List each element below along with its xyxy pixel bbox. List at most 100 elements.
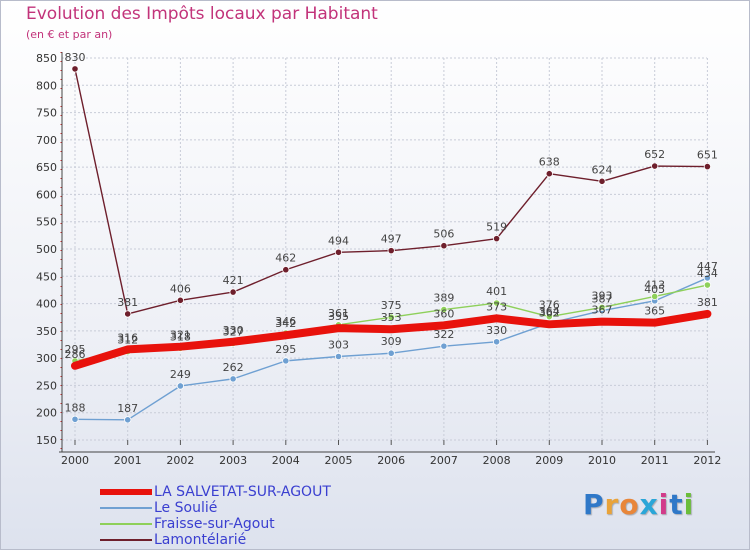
data-label: 406: [170, 282, 191, 295]
data-point: [440, 242, 448, 250]
logo-letter: i: [683, 488, 695, 521]
data-point: [598, 177, 606, 185]
data-label: 330: [486, 324, 507, 337]
y-tick-label: 750: [36, 107, 57, 120]
data-label: 494: [328, 234, 349, 247]
data-label: 401: [486, 285, 507, 298]
data-label: 519: [486, 221, 507, 234]
y-tick-label: 650: [36, 161, 57, 174]
data-label: 262: [223, 361, 244, 374]
data-label: 309: [381, 335, 402, 348]
legend-label: Fraisse-sur-Agout: [154, 516, 275, 532]
proxiti-logo: Proxiti: [583, 488, 694, 521]
data-label: 316: [117, 331, 138, 344]
data-label: 312: [117, 334, 138, 347]
x-tick-label: 2001: [114, 454, 142, 467]
data-point: [124, 310, 132, 318]
y-tick-label: 850: [36, 52, 57, 65]
data-label: 405: [644, 283, 665, 296]
legend-swatch: [100, 539, 152, 541]
data-label: 387: [592, 293, 613, 306]
data-label: 318: [170, 330, 191, 343]
data-label: 365: [644, 305, 665, 318]
x-tick-label: 2005: [325, 454, 353, 467]
legend-label: Le Soulié: [154, 500, 218, 516]
x-tick-label: 2011: [641, 454, 669, 467]
y-tick-label: 200: [36, 407, 57, 420]
data-label: 322: [433, 328, 454, 341]
x-tick-label: 2008: [483, 454, 511, 467]
data-point: [598, 303, 606, 311]
x-tick-label: 2004: [272, 454, 300, 467]
x-tick-label: 2003: [219, 454, 247, 467]
data-point: [651, 292, 659, 301]
data-label: 381: [697, 296, 718, 309]
data-point: [176, 296, 184, 304]
logo-letter: x: [639, 488, 659, 521]
data-point: [545, 313, 553, 321]
data-point: [492, 235, 501, 243]
data-point: [440, 305, 448, 314]
y-tick-label: 550: [36, 216, 57, 229]
data-point: [282, 266, 290, 274]
data-point: [334, 248, 343, 256]
logo-letter: P: [583, 488, 605, 521]
data-label: 373: [486, 300, 507, 313]
data-label: 367: [592, 304, 613, 317]
x-tick-label: 2007: [430, 454, 458, 467]
data-label: 506: [433, 228, 454, 241]
data-label: 393: [592, 289, 613, 302]
legend-label: LA SALVETAT-SUR-AGOUT: [154, 484, 331, 500]
y-tick-label: 700: [36, 134, 57, 147]
axes: 150 200 250 300 350 400 450 500 550 600 650 700 750 8…: [36, 52, 721, 467]
x-tick-label: 2009: [535, 454, 563, 467]
data-point: [71, 65, 79, 73]
data-label: 447: [697, 260, 718, 273]
y-tick-label: 300: [36, 352, 57, 365]
logo-letter: i: [658, 488, 670, 521]
data-point: [387, 247, 395, 255]
data-label: 249: [170, 368, 191, 381]
data-point: [703, 162, 712, 171]
data-label: 362: [539, 306, 560, 319]
data-point: [651, 162, 659, 170]
legend-swatch: [100, 489, 152, 495]
series-line: [71, 309, 712, 370]
legend-label: Lamontélarié: [154, 532, 247, 548]
x-tick-label: 2012: [693, 454, 721, 467]
legend-swatch: [100, 523, 152, 525]
x-tick-label: 2000: [61, 454, 89, 467]
data-label: 342: [275, 317, 296, 330]
logo-letter: t: [669, 488, 684, 521]
data-label: 376: [539, 299, 560, 312]
y-tick-label: 350: [36, 325, 57, 338]
series-lines: [71, 65, 712, 424]
data-label: 462: [275, 252, 296, 265]
x-tick-label: 2010: [588, 454, 616, 467]
data-label: 303: [328, 339, 349, 352]
data-label: 413: [644, 278, 665, 291]
y-tick-label: 450: [36, 270, 57, 283]
y-tick-label: 500: [36, 243, 57, 256]
data-label: 361: [328, 307, 349, 320]
data-point: [71, 415, 79, 423]
data-label: 355: [328, 310, 349, 323]
logo-letter: o: [619, 488, 640, 521]
data-point: [334, 352, 343, 361]
data-point: [282, 357, 290, 365]
data-label: 360: [433, 307, 454, 320]
data-point: [703, 274, 712, 282]
data-label: 330: [223, 324, 244, 337]
data-label: 652: [644, 148, 665, 161]
chart-title: Evolution des Impôts locaux par Habitant: [26, 4, 378, 24]
data-point: [545, 170, 553, 178]
y-tick-label: 250: [36, 379, 57, 392]
data-label: 188: [65, 401, 86, 414]
y-tick-label: 800: [36, 79, 57, 92]
data-label: 497: [381, 233, 402, 246]
data-label: 295: [275, 343, 296, 356]
data-label: 346: [275, 315, 296, 328]
data-point: [229, 288, 237, 296]
data-label: 321: [170, 329, 191, 342]
